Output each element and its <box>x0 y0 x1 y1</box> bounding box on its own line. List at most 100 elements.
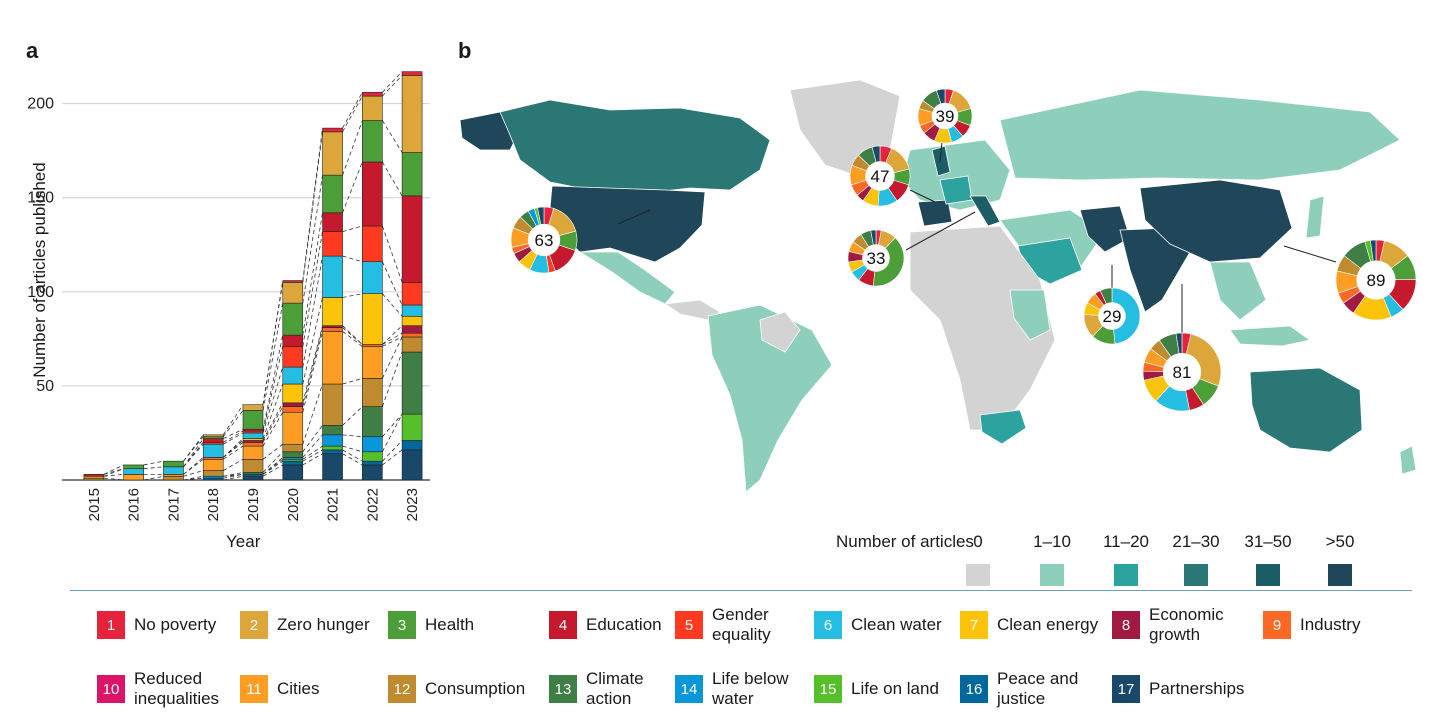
bar-segment-sdg-3 <box>401 152 423 197</box>
bar-segment-sdg-12 <box>163 475 184 481</box>
sdg-label: Consumption <box>425 679 526 698</box>
stack-connector <box>183 470 204 477</box>
stack-connector <box>381 413 403 452</box>
x-tick-label: 2016 <box>126 488 143 521</box>
bar-segment-sdg-7 <box>362 293 383 345</box>
donut-total-label: 29 <box>1103 307 1122 326</box>
x-tick-label: 2017 <box>165 488 182 521</box>
stack-connector <box>262 366 284 434</box>
stack-connector <box>183 475 204 481</box>
stack-connector <box>223 458 244 471</box>
legend-item-sdg-4: 4 Education <box>549 604 662 646</box>
stack-connector <box>382 71 403 93</box>
sdg-label: Peace and justice <box>997 669 1079 708</box>
bar-segment-sdg-2 <box>202 434 224 438</box>
x-tick-label: 2015 <box>86 488 103 521</box>
donut-total-label: 47 <box>871 167 890 186</box>
sdg-number-badge: 8 <box>1112 611 1140 639</box>
stack-connector <box>262 303 284 411</box>
stack-connector <box>103 464 124 475</box>
italy-region <box>969 195 1001 227</box>
stack-connector <box>183 443 204 468</box>
sdg-number-badge: 4 <box>549 611 577 639</box>
stack-connector <box>222 404 244 436</box>
x-tick-label: 2020 <box>285 488 302 521</box>
stack-connector <box>342 92 363 129</box>
bar-segment-sdg-3 <box>242 410 264 430</box>
map-class-label: 31–50 <box>1244 532 1292 551</box>
stack-connector <box>381 225 403 283</box>
bar-segment-sdg-16 <box>401 440 423 451</box>
sdg-number-badge: 3 <box>388 611 416 639</box>
bar-segment-sdg-13 <box>362 406 383 438</box>
stack-connector <box>103 473 124 477</box>
sdg-label: Life on land <box>851 679 939 698</box>
legend-item-sdg-16: 16 Peace and justice <box>960 668 1078 710</box>
stack-connector <box>223 445 244 460</box>
stack-connector <box>183 436 204 462</box>
sdg-number-badge: 13 <box>549 675 577 703</box>
legend-item-sdg-3: 3 Health <box>388 604 474 646</box>
x-tick-label: 2023 <box>404 488 421 521</box>
bar-segment-sdg-6 <box>401 304 423 317</box>
bar-segment-sdg-5 <box>362 225 383 263</box>
sdg-label: Clean energy <box>997 615 1099 634</box>
stack-connector <box>302 255 323 368</box>
stack-connector <box>143 460 164 466</box>
donut-hole <box>1098 302 1126 330</box>
bar-segment-sdg-17 <box>322 453 343 481</box>
bar-segment-sdg-7 <box>322 297 343 326</box>
bar-segment-sdg-12 <box>401 336 423 353</box>
bar-segment-sdg-6 <box>242 432 264 439</box>
stack-connector <box>143 475 164 481</box>
map-class-swatch <box>1114 564 1138 586</box>
stack-connector <box>223 475 244 481</box>
bar-segment-sdg-4 <box>282 334 304 347</box>
stack-connector <box>302 449 323 462</box>
mexico-region <box>578 251 676 305</box>
sdg-label: Reduced inequalities <box>134 669 220 708</box>
stack-connector <box>262 457 284 475</box>
bar-segment-sdg-13 <box>322 425 343 436</box>
donut-total-label: 63 <box>535 231 554 250</box>
bar-segment-sdg-5 <box>401 282 423 306</box>
legend-item-sdg-12: 12 Consumption <box>388 668 525 710</box>
donut-total-label: 33 <box>867 249 886 268</box>
sdg-number-badge: 1 <box>97 611 125 639</box>
x-tick-label: 2018 <box>205 488 222 521</box>
bar-segment-sdg-7 <box>282 383 304 404</box>
bar-segment-sdg-15 <box>362 451 383 462</box>
stack-connector <box>342 434 363 438</box>
south-africa-region <box>979 409 1027 445</box>
stack-connector <box>302 453 323 466</box>
sdg-label: Clean water <box>851 615 942 634</box>
stack-connector <box>262 451 284 473</box>
legend-item-sdg-2: 2 Zero hunger <box>240 604 370 646</box>
stack-connector <box>342 293 363 298</box>
canada-region <box>499 99 771 193</box>
japan-region <box>1305 195 1325 239</box>
panel-a-label: a <box>26 38 39 63</box>
bar-segment-sdg-12 <box>322 383 343 426</box>
stack-connector <box>183 442 204 468</box>
map-class-4: 31–50 <box>1238 528 1298 586</box>
legend-item-sdg-11: 11 Cities <box>240 668 320 710</box>
bar-segment-sdg-1 <box>322 127 343 133</box>
legend-item-sdg-8: 8 Economic growth <box>1112 604 1224 646</box>
uk-region <box>931 145 951 177</box>
sdg-label: Economic growth <box>1149 605 1224 644</box>
bar-segment-sdg-15 <box>401 413 423 441</box>
stack-connector <box>342 325 363 345</box>
x-tick-label: 2019 <box>245 488 262 521</box>
bar-segment-sdg-4 <box>202 438 224 443</box>
stack-connector <box>381 161 403 197</box>
x-tick-label: 2021 <box>325 488 342 521</box>
stack-connector <box>382 440 403 462</box>
stack-connector <box>342 255 363 263</box>
bar-segment-sdg-12 <box>362 378 383 407</box>
bar-segment-sdg-8 <box>401 325 423 334</box>
map-class-3: 21–30 <box>1166 528 1226 586</box>
bar-segment-sdg-1 <box>401 71 423 76</box>
map-class-swatch <box>1184 564 1208 586</box>
donut-total-label: 81 <box>1173 363 1192 382</box>
